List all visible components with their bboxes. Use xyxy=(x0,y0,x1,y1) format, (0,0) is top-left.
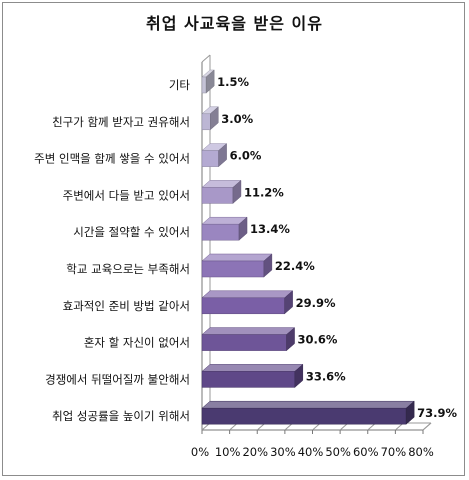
bar-side-face xyxy=(238,216,248,241)
chart-title: 취업 사교육을 받은 이유 xyxy=(146,14,323,33)
bar-top-face xyxy=(201,327,296,335)
category-label: 주변 인맥을 함께 쌓을 수 있어서 xyxy=(34,152,190,166)
bar xyxy=(201,76,207,94)
bar-side-face xyxy=(405,400,415,425)
bar-side-face xyxy=(218,143,227,168)
bar-side-face xyxy=(263,253,273,278)
x-tick-label: 10% xyxy=(215,445,241,459)
bar-top-face xyxy=(201,290,294,299)
category-label: 주변에서 다들 받고 있어서 xyxy=(63,188,190,202)
value-label: 11.2% xyxy=(244,185,284,199)
bar xyxy=(201,150,219,167)
category-label: 친구가 함께 받자고 권유해서 xyxy=(52,115,190,129)
x-tick-label: 70% xyxy=(381,445,407,459)
category-label: 혼자 할 자신이 없어서 xyxy=(84,336,190,350)
value-label: 3.0% xyxy=(221,112,253,126)
value-label: 13.4% xyxy=(250,222,290,236)
bar-side-face xyxy=(284,290,293,315)
value-label: 33.6% xyxy=(306,369,346,383)
category-label: 효과적인 준비 방법 같아서 xyxy=(63,299,190,313)
x-tick-label: 60% xyxy=(353,445,379,459)
bar xyxy=(201,407,407,425)
bar-top-face xyxy=(201,253,273,262)
value-label: 6.0% xyxy=(230,149,262,163)
category-label: 경쟁에서 뒤떨어질까 불안해서 xyxy=(45,372,190,386)
x-tick-label: 20% xyxy=(242,445,268,459)
category-label: 학교 교육으로는 부족해서 xyxy=(66,262,190,276)
value-label: 1.5% xyxy=(217,75,249,89)
bar xyxy=(201,260,265,278)
bar xyxy=(201,334,287,351)
x-tick-label: 40% xyxy=(298,445,324,459)
wall-top-edge xyxy=(201,54,211,63)
bar xyxy=(201,113,211,131)
bar-side-face xyxy=(205,69,215,94)
bar xyxy=(201,223,240,241)
category-label: 취업 성공률을 높이기 위해서 xyxy=(52,409,190,423)
category-label: 기타 xyxy=(169,78,191,92)
value-label: 30.6% xyxy=(298,333,338,347)
bar-side-face xyxy=(210,106,219,131)
x-tick-label: 30% xyxy=(270,445,296,459)
x-tick-label: 0% xyxy=(191,445,209,459)
value-label: 22.4% xyxy=(275,259,315,273)
bar-top-face xyxy=(201,400,415,409)
x-tick-label: 80% xyxy=(408,445,434,459)
x-tick-label: 50% xyxy=(325,445,351,459)
bar xyxy=(201,187,234,204)
bar-side-face xyxy=(294,363,304,388)
bar-top-face xyxy=(201,364,304,372)
x-tick-mark xyxy=(422,422,432,431)
bar-side-face xyxy=(286,327,295,352)
bar xyxy=(201,297,285,315)
bar xyxy=(201,371,296,388)
category-label: 시간을 절약할 수 있어서 xyxy=(73,225,190,239)
value-label: 73.9% xyxy=(417,406,457,420)
value-label: 29.9% xyxy=(296,296,336,310)
bar-side-face xyxy=(232,179,242,204)
